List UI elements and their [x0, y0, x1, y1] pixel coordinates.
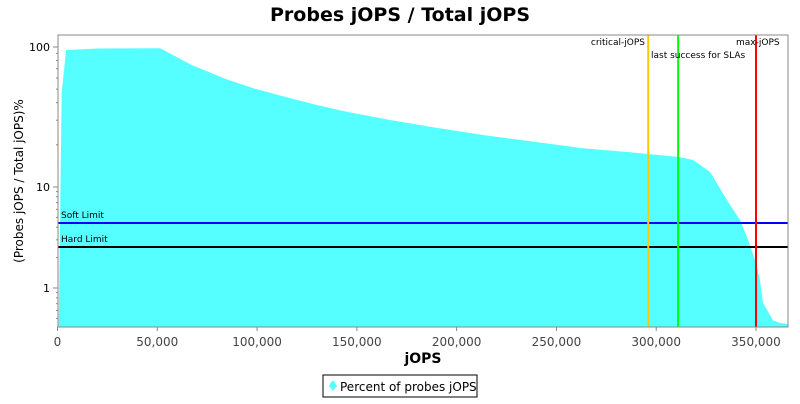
- y-axis: 1 10 100: [29, 35, 59, 327]
- legend-label: Percent of probes jOPS: [340, 380, 477, 394]
- chart-title: Probes jOPS / Total jOPS: [270, 4, 530, 26]
- marker-label: max-jOPS: [736, 38, 780, 48]
- x-tick-label: 0: [54, 335, 62, 349]
- x-tick-label: 150,000: [332, 335, 382, 349]
- legend: Percent of probes jOPS: [322, 374, 478, 398]
- legend-swatch-icon: [329, 381, 337, 391]
- series-area: [58, 48, 788, 327]
- x-tick-label: 50,000: [136, 335, 178, 349]
- x-tick-label: 100,000: [232, 335, 282, 349]
- x-axis-label: jOPS: [403, 351, 441, 367]
- y-tick-label: 1: [43, 282, 50, 295]
- y-tick-label: 100: [29, 41, 50, 54]
- x-tick-label: 350,000: [731, 335, 781, 349]
- x-tick-label: 200,000: [432, 335, 482, 349]
- y-axis-label: (Probes jOPS / Total jOPS)%: [12, 99, 26, 263]
- y-tick-label: 10: [36, 181, 50, 194]
- marker-label: last success for SLAs: [651, 51, 745, 61]
- plot-area: Soft Limit Hard Limit critical-jOPS last su…: [58, 35, 788, 327]
- marker-label: critical-jOPS: [591, 38, 645, 48]
- x-tick-label: 250,000: [532, 335, 582, 349]
- limit-label: Soft Limit: [61, 211, 104, 221]
- x-axis: 0 50,000 100,000 150,000 200,000 250,000 300,0…: [54, 326, 788, 349]
- limit-label: Hard Limit: [61, 235, 108, 245]
- x-tick-label: 300,000: [631, 335, 681, 349]
